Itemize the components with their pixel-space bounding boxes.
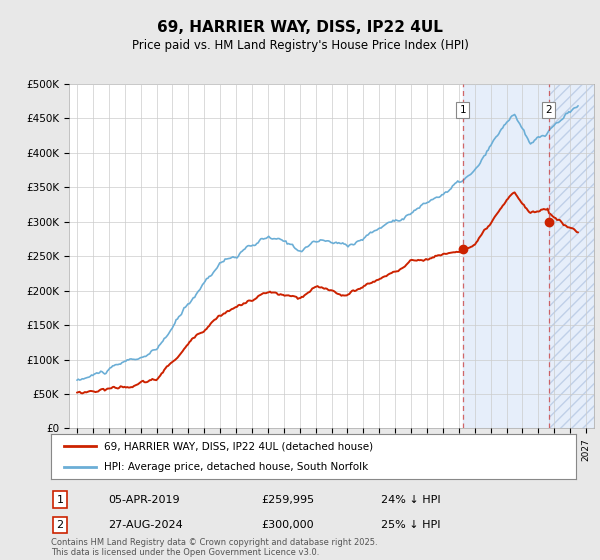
Bar (463, 84, 594, 428)
Text: Contains HM Land Registry data © Crown copyright and database right 2025.
This d: Contains HM Land Registry data © Crown c… (51, 538, 377, 557)
Text: 24% ↓ HPI: 24% ↓ HPI (381, 494, 440, 505)
Text: 25% ↓ HPI: 25% ↓ HPI (381, 520, 440, 530)
Text: 69, HARRIER WAY, DISS, IP22 4UL: 69, HARRIER WAY, DISS, IP22 4UL (157, 20, 443, 35)
Text: HPI: Average price, detached house, South Norfolk: HPI: Average price, detached house, Sout… (104, 461, 368, 472)
Text: 1: 1 (56, 494, 64, 505)
Bar (548, 84, 594, 428)
Text: Price paid vs. HM Land Registry's House Price Index (HPI): Price paid vs. HM Land Registry's House … (131, 39, 469, 52)
Text: 69, HARRIER WAY, DISS, IP22 4UL (detached house): 69, HARRIER WAY, DISS, IP22 4UL (detache… (104, 441, 373, 451)
Text: 2: 2 (56, 520, 64, 530)
Text: 27-AUG-2024: 27-AUG-2024 (108, 520, 183, 530)
Text: £259,995: £259,995 (261, 494, 314, 505)
Text: £300,000: £300,000 (261, 520, 314, 530)
Text: 2: 2 (545, 105, 552, 115)
Text: 1: 1 (460, 105, 466, 115)
Text: 05-APR-2019: 05-APR-2019 (108, 494, 179, 505)
